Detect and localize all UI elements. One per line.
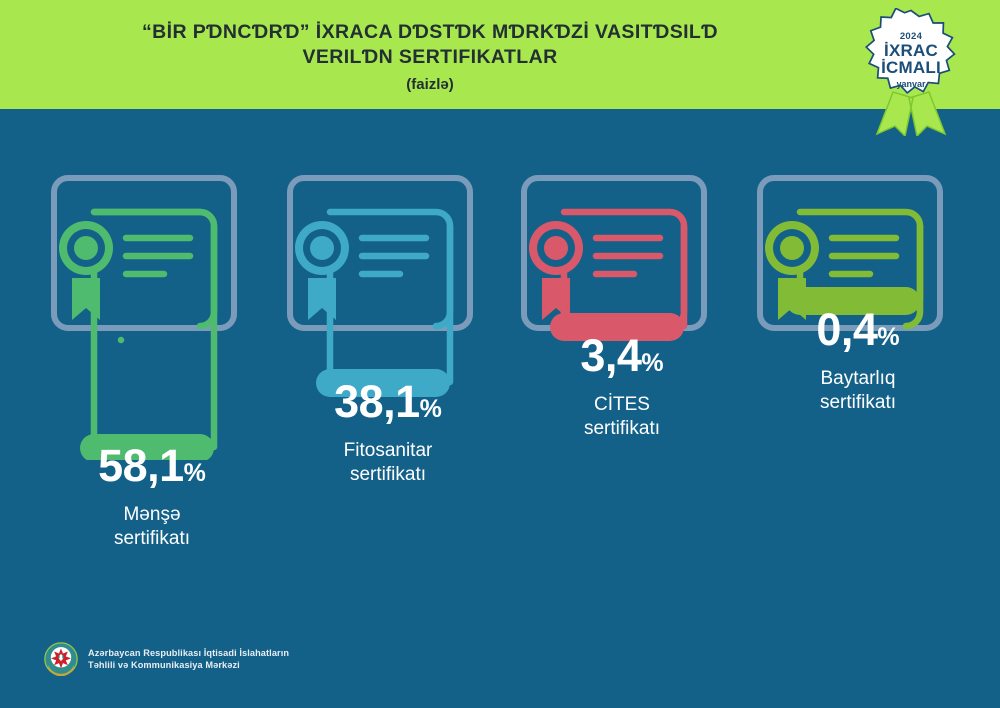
certificate-label-3: 3,4% CİTES sertifikatı bbox=[512, 332, 732, 441]
certificate-caption-4: Baytarlıq sertifikatı bbox=[748, 367, 968, 415]
header-title-block: “BİR PƊNCƊRƊ” İXRACA DƊSTƊK MƊRKƊZİ VASI… bbox=[0, 0, 860, 109]
certificate-label-1: 58,1% Mənşə sertifikatı bbox=[42, 442, 262, 551]
certificate-graphic-1 bbox=[42, 160, 242, 462]
certificate-caption-1: Mənşə sertifikatı bbox=[42, 503, 262, 551]
percentage-sign-3: % bbox=[641, 349, 664, 377]
caption-line-4a: Baytarlıq bbox=[820, 368, 896, 389]
percentage-value-2: 38,1% bbox=[278, 378, 498, 433]
percentage-value-3: 3,4% bbox=[512, 332, 732, 387]
percentage-sign-2: % bbox=[419, 395, 442, 423]
certificate-graphic-2 bbox=[278, 160, 478, 460]
certificate-label-4: 0,4% Baytarlıq sertifikatı bbox=[748, 306, 968, 415]
ixrac-icmali-badge: 2024 İXRAC İCMALI yanvar bbox=[855, 8, 967, 136]
footer-organization-name: Azərbaycan Respublikası İqtisadi İslahat… bbox=[88, 647, 289, 672]
percentage-number-1: 58,1 bbox=[98, 440, 184, 491]
caption-line-1a: Mənşə bbox=[123, 504, 181, 525]
certificate-card-1: 58,1% Mənşə sertifikatı bbox=[42, 160, 262, 580]
certificate-scroll-icon bbox=[757, 175, 943, 331]
percentage-sign-1: % bbox=[183, 459, 206, 487]
percentage-number-3: 3,4 bbox=[580, 330, 642, 381]
percentage-value-4: 0,4% bbox=[748, 306, 968, 361]
certificate-scroll-icon bbox=[51, 175, 237, 462]
caption-line-3a: CİTES bbox=[594, 394, 650, 415]
certificate-cards-container: 58,1% Mənşə sertifikatı bbox=[0, 160, 1000, 580]
certificate-scroll-icon bbox=[521, 175, 707, 341]
page-subtitle: (faizlə) bbox=[406, 76, 454, 93]
certificate-graphic-4 bbox=[748, 160, 948, 460]
certificate-card-4: 0,4% Baytarlıq sertifikatı bbox=[748, 160, 968, 580]
certificate-card-2: 38,1% Fitosanitar sertifikatı bbox=[278, 160, 498, 580]
page-title-line-2: VERILƊN SERTIFIKATLAR bbox=[302, 46, 558, 68]
certificate-graphic-3 bbox=[512, 160, 712, 460]
caption-line-2b: sertifikatı bbox=[349, 464, 427, 485]
azerbaijan-state-emblem-icon bbox=[44, 642, 78, 676]
percentage-number-4: 0,4 bbox=[816, 304, 878, 355]
certificate-scroll-icon bbox=[287, 175, 473, 397]
certificate-caption-3: CİTES sertifikatı bbox=[512, 393, 732, 441]
percentage-sign-4: % bbox=[877, 323, 900, 351]
certificate-label-2: 38,1% Fitosanitar sertifikatı bbox=[278, 378, 498, 487]
caption-line-4b: sertifikatı bbox=[819, 392, 897, 413]
caption-line-3b: sertifikatı bbox=[583, 418, 661, 439]
footer: Azərbaycan Respublikası İqtisadi İslahat… bbox=[44, 642, 289, 676]
caption-line-1b: sertifikatı bbox=[113, 528, 191, 549]
footer-line-1: Azərbaycan Respublikası İqtisadi İslahat… bbox=[88, 647, 290, 658]
page-title-line-1: “BİR PƊNCƊRƊ” İXRACA DƊSTƊK MƊRKƊZİ VASI… bbox=[142, 21, 718, 43]
header-banner: “BİR PƊNCƊRƊ” İXRACA DƊSTƊK MƊRKƊZİ VASI… bbox=[0, 0, 1000, 136]
percentage-value-1: 58,1% bbox=[42, 442, 262, 497]
badge-rosette-icon bbox=[865, 8, 956, 136]
footer-line-2: Təhlili və Kommunikasiya Mərkəzi bbox=[88, 660, 240, 670]
caption-line-2a: Fitosanitar bbox=[343, 440, 433, 461]
certificate-caption-2: Fitosanitar sertifikatı bbox=[278, 439, 498, 487]
percentage-number-2: 38,1 bbox=[334, 376, 420, 427]
certificate-card-3: 3,4% CİTES sertifikatı bbox=[512, 160, 732, 580]
